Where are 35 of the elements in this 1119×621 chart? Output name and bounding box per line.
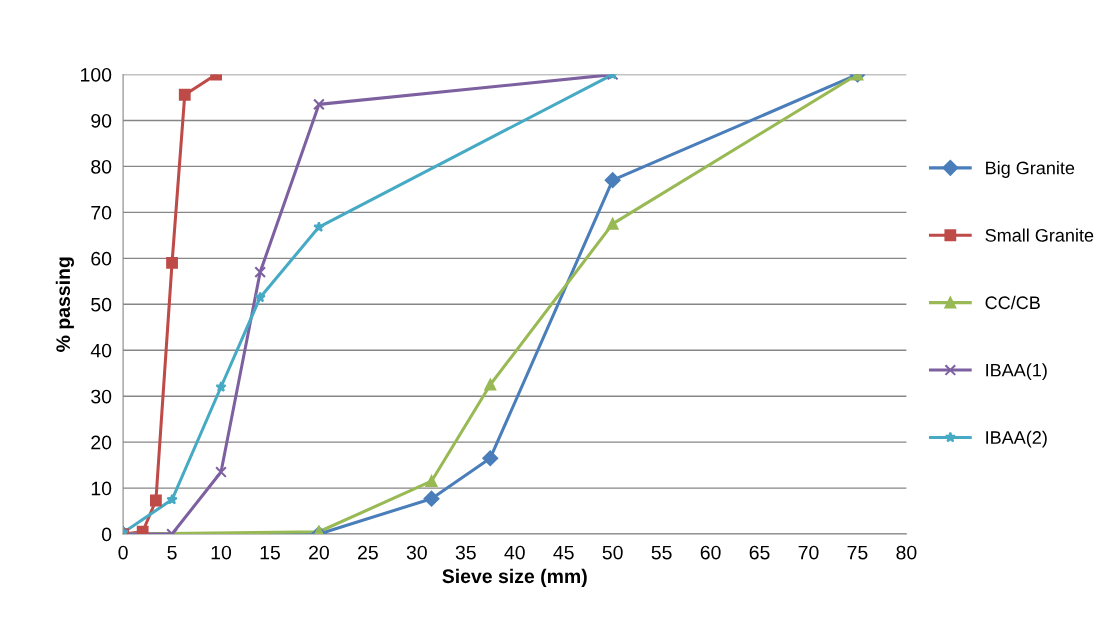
legend-label: Big Granite bbox=[986, 161, 1075, 178]
y-tick-label: 50 bbox=[91, 297, 112, 312]
legend-label: CC/CB bbox=[985, 295, 1040, 310]
y-tick-label: 70 bbox=[91, 205, 112, 220]
x-tick-label: 20 bbox=[309, 545, 329, 560]
y-tick-label: 40 bbox=[90, 343, 112, 358]
x-tick-label: 50 bbox=[602, 545, 623, 560]
x-tick-label: 75 bbox=[847, 545, 868, 560]
x-tick-label: 25 bbox=[358, 545, 378, 560]
x-tick-label: 40 bbox=[504, 545, 525, 560]
y-tick-label: 20 bbox=[91, 435, 112, 450]
legend-label: IBAA(1) bbox=[986, 363, 1047, 381]
x-tick-label: 80 bbox=[896, 545, 917, 560]
y-tick-label: 0 bbox=[101, 527, 112, 542]
x-tick-label: 60 bbox=[700, 545, 721, 560]
legend-label: IBAA(2) bbox=[986, 430, 1047, 448]
y-axis-title: % passing bbox=[55, 257, 74, 352]
y-tick-label: 60 bbox=[91, 251, 112, 266]
y-tick-label: 100 bbox=[81, 67, 112, 82]
x-tick-label: 45 bbox=[553, 545, 574, 560]
x-axis-title: Sieve size (mm) bbox=[442, 568, 587, 587]
x-tick-label: 0 bbox=[118, 545, 128, 560]
x-tick-label: 35 bbox=[455, 545, 476, 560]
legend-label: Small Granite bbox=[985, 228, 1094, 242]
y-tick-label: 30 bbox=[91, 389, 112, 404]
x-tick-label: 70 bbox=[798, 545, 819, 560]
x-tick-label: 15 bbox=[260, 545, 280, 560]
y-tick-label: 10 bbox=[91, 481, 112, 496]
x-tick-label: 30 bbox=[406, 545, 427, 560]
y-tick-label: 90 bbox=[91, 113, 112, 128]
x-tick-label: 55 bbox=[651, 545, 672, 560]
x-tick-label: 5 bbox=[167, 545, 177, 560]
y-tick-label: 80 bbox=[91, 159, 112, 174]
x-tick-label: 10 bbox=[211, 545, 232, 560]
x-tick-label: 65 bbox=[749, 545, 770, 560]
